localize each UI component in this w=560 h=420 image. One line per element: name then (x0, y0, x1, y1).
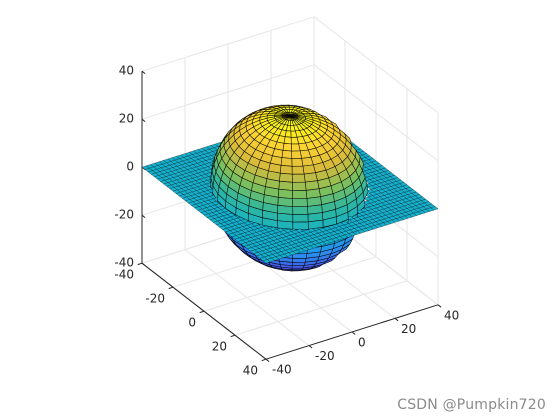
sphere-face (292, 181, 307, 191)
z-tick-mark (141, 118, 146, 122)
y-tick-label: -40 (272, 363, 292, 377)
sphere-face (291, 158, 304, 167)
grid-line (141, 64, 315, 120)
sphere-face (277, 197, 293, 207)
sphere-face (292, 198, 308, 207)
sphere-face (279, 172, 293, 183)
sphere-face (291, 173, 306, 183)
x-tick-label: 20 (212, 340, 227, 354)
sphere-face (291, 150, 302, 159)
y-tick-label: -20 (315, 349, 335, 363)
sphere-face (291, 143, 301, 152)
grid-line (141, 16, 315, 72)
sphere-face (281, 150, 293, 159)
sphere-face (291, 261, 306, 266)
sphere-face (279, 165, 293, 175)
sphere-face (280, 157, 293, 167)
x-tick-mark (168, 286, 174, 290)
x-tick-mark (230, 334, 236, 338)
grid-line (313, 64, 439, 162)
z-tick-mark (141, 70, 146, 74)
sphere-face (278, 180, 293, 191)
sphere-face (304, 180, 320, 191)
sphere-face (292, 213, 309, 223)
sphere-face (282, 143, 292, 152)
y-tick-label: 0 (358, 336, 366, 350)
sphere-face (263, 186, 280, 198)
grid-line (313, 16, 439, 114)
y-tick-mark (265, 358, 270, 362)
grid-line (234, 280, 408, 336)
sphere-face (292, 206, 309, 215)
surfaces (141, 104, 439, 272)
x-tick-label: 40 (243, 364, 258, 378)
x-tick-mark (199, 310, 205, 314)
z-tick-label: 20 (119, 112, 134, 126)
z-tick-label: 0 (126, 160, 134, 174)
z-tick-mark (141, 262, 146, 266)
watermark-text: CSDN @Pumpkin720 (397, 397, 546, 413)
y-tick-mark (394, 318, 399, 322)
plane-face (262, 259, 271, 264)
x-tick-label: 0 (188, 316, 196, 330)
x-tick-label: -20 (145, 292, 165, 306)
y-tick-mark (308, 345, 313, 349)
z-tick-mark (141, 214, 146, 218)
z-tick-label: -20 (114, 208, 134, 222)
sphere-face (290, 136, 299, 145)
sphere-face (292, 221, 309, 230)
z-tick-label: -40 (114, 256, 134, 270)
y-tick-label: 20 (401, 322, 416, 336)
y-tick-label: 40 (444, 308, 459, 322)
z-tick-label: 40 (119, 64, 134, 78)
sphere-face (292, 190, 308, 199)
x-tick-mark (137, 262, 143, 266)
x-tick-label: -40 (114, 268, 134, 282)
y-tick-mark (437, 304, 442, 308)
x-tick-mark (261, 358, 267, 362)
sphere-face (277, 188, 293, 199)
y-tick-mark (351, 331, 356, 335)
sphere-face (292, 257, 307, 263)
sphere-face (291, 165, 305, 175)
